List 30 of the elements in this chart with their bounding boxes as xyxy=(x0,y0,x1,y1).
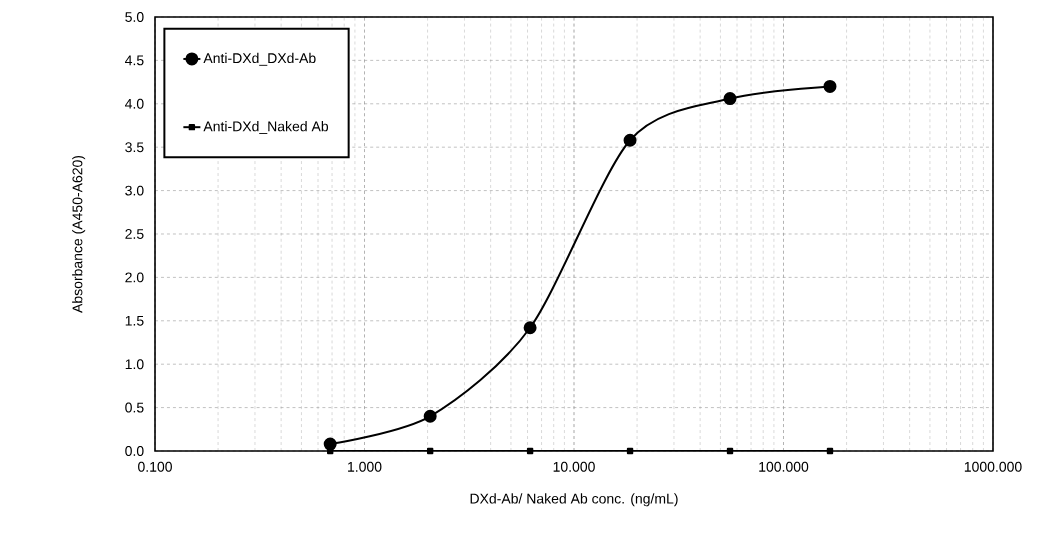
point xyxy=(823,79,837,93)
y-tick-label: 1.0 xyxy=(125,359,144,370)
y-tick-label: 4.0 xyxy=(125,98,144,109)
y-axis-title: Absorbance (A450-A620) xyxy=(72,155,86,313)
point xyxy=(526,447,534,455)
point xyxy=(826,447,834,455)
legend-label: Anti-DXd_DXd-Ab xyxy=(203,52,316,66)
y-tick-label: 2.5 xyxy=(125,229,144,239)
point xyxy=(523,321,537,335)
point xyxy=(723,92,737,106)
y-tick-label: 0.5 xyxy=(125,402,144,413)
x-tick-label: 1.000 xyxy=(348,461,382,472)
x-axis-title: DXd-Ab/ Naked Ab conc. (ng/mL) xyxy=(470,493,678,507)
x-tick-label: 1000.000 xyxy=(964,461,1022,472)
x-tick-label: 0.100 xyxy=(138,461,172,472)
point xyxy=(623,133,637,147)
point xyxy=(626,447,634,455)
x-tick-label: 100.000 xyxy=(759,461,809,472)
y-tick-label: 3.0 xyxy=(125,185,144,196)
point xyxy=(423,409,437,423)
y-tick-label: 4.5 xyxy=(125,55,144,66)
y-tick-label: 1.5 xyxy=(125,315,144,326)
point xyxy=(726,447,734,455)
x-tick-label: 10.000 xyxy=(553,461,595,472)
y-tick-label: 0.0 xyxy=(125,446,144,456)
y-tick-label: 2.0 xyxy=(125,272,144,283)
y-tick-label: 3.5 xyxy=(125,142,144,153)
legend-label: Anti-DXd_Naked Ab xyxy=(203,121,329,134)
y-tick-label: 5.0 xyxy=(125,12,144,22)
point xyxy=(426,447,434,455)
